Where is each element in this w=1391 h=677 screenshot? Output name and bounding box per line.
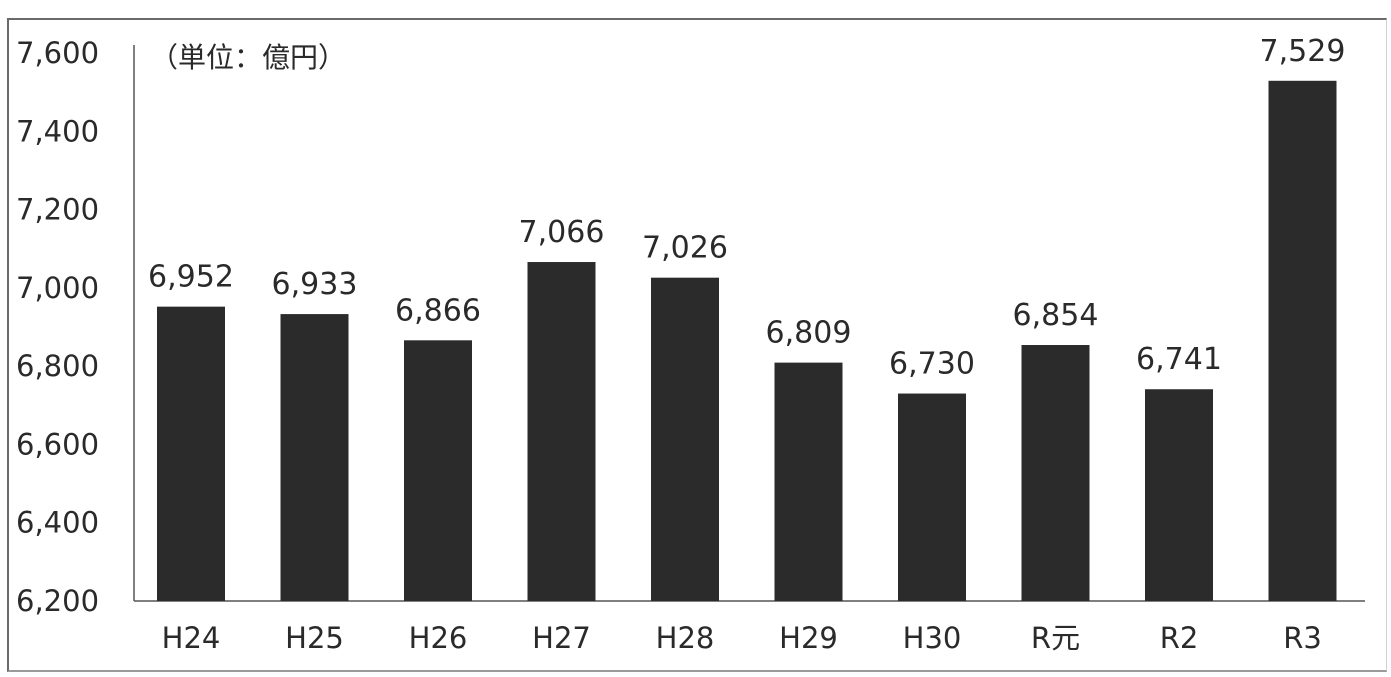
bar-R2: [1145, 389, 1213, 601]
data-label-H26: 6,866: [395, 293, 481, 328]
category-label-H28: H28: [656, 621, 715, 655]
y-tick-label: 6,200: [16, 584, 99, 618]
chart-frame: [7, 18, 1387, 672]
data-label-H27: 7,066: [519, 215, 605, 250]
data-label-H30: 6,730: [889, 347, 975, 382]
bar-H24: [157, 306, 225, 601]
category-labels: H24 H25 H26 H27 H28 H29 H30 R元 R2 R3: [162, 621, 1322, 655]
category-label-H25: H25: [285, 621, 344, 655]
category-label-R3: R3: [1283, 621, 1322, 655]
category-label-H29: H29: [779, 621, 838, 655]
data-label-R元: 6,854: [1013, 298, 1099, 333]
bar-H26: [404, 340, 472, 601]
y-tick-label: 7,400: [16, 114, 99, 148]
category-label-H30: H30: [903, 621, 962, 655]
y-tick-label: 7,200: [16, 193, 99, 227]
y-tick-label: 7,600: [16, 36, 99, 70]
data-label-H24: 6,952: [148, 260, 234, 295]
bar-H29: [774, 362, 843, 601]
bars: [157, 80, 1337, 601]
data-label-H29: 6,809: [766, 316, 852, 351]
data-label-R2: 6,741: [1136, 342, 1222, 377]
y-axis: 6,200 6,400 6,600 6,800 7,000 7,200 7,400 7,600: [16, 36, 1365, 618]
bar-H28: [651, 277, 719, 601]
y-tick-label: 6,800: [16, 349, 99, 383]
data-label-R3: 7,529: [1260, 34, 1346, 69]
bar-H30: [898, 393, 966, 601]
category-label-H24: H24: [162, 621, 221, 655]
bar-H25: [280, 314, 349, 601]
category-label-H26: H26: [409, 621, 468, 655]
category-label-R元: R元: [1031, 621, 1080, 655]
unit-label: （単位：億円）: [150, 41, 346, 74]
data-label-H28: 7,026: [642, 231, 728, 266]
y-tick-label: 6,600: [16, 427, 99, 461]
data-label-H25: 6,933: [272, 267, 358, 302]
bar-R元: [1021, 345, 1090, 601]
bar-R3: [1268, 80, 1337, 601]
category-label-H27: H27: [532, 621, 591, 655]
y-tick-label: 6,400: [16, 506, 99, 540]
bar-H27: [527, 262, 596, 601]
y-tick-label: 7,000: [16, 271, 99, 305]
category-label-R2: R2: [1160, 621, 1199, 655]
data-labels: 6,952 6,933 6,866 7,066 7,026 6,809 6,730 6,854…: [148, 34, 1345, 382]
